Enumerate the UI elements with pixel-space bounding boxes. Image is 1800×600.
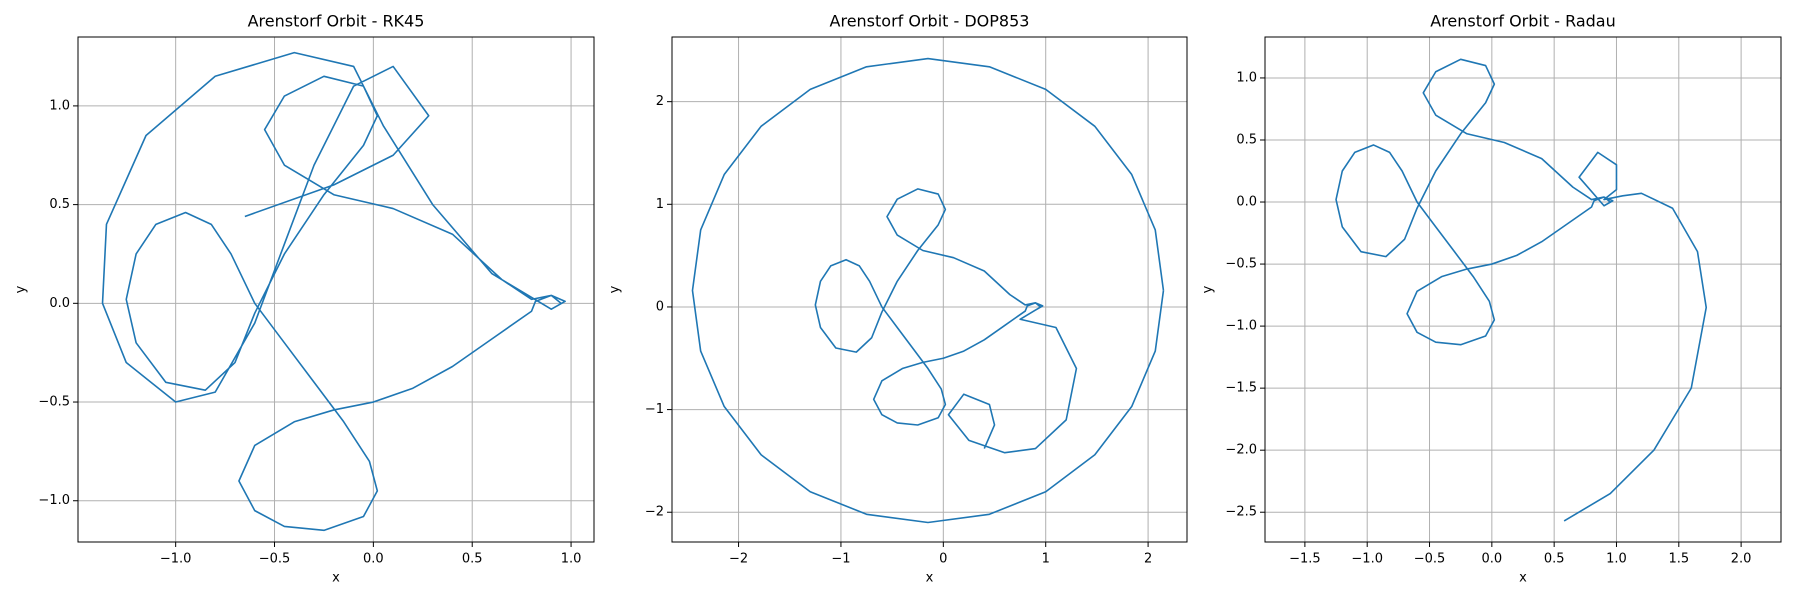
x-tick-label: 0.5	[1544, 552, 1565, 567]
y-tick-label: 0.5	[1236, 132, 1257, 147]
chart-title: Arenstorf Orbit - DOP853	[830, 12, 1030, 31]
x-axis-label: x	[332, 571, 340, 586]
y-tick-label: 1	[656, 197, 664, 212]
chart-title: Arenstorf Orbit - Radau	[1430, 12, 1616, 31]
subplot: −1.5 −1.0 −0.5 0.0 0.5 1.0 1.5 2.0 −2.5 −2.0 −1.5 −…	[1201, 12, 1782, 586]
subplot: −1.0 −0.5 0.0 0.5 1.0 −1.0 −0.5 0.0 0.5 1.0 Arenst…	[14, 12, 595, 586]
x-tick-label: −2	[729, 552, 748, 567]
orbit-line	[1335, 58, 1708, 522]
y-tick-label: −1.0	[1225, 319, 1257, 334]
x-tick-label: −0.5	[259, 552, 291, 567]
y-tick-label: 1.0	[1236, 70, 1257, 85]
y-tick-label: −1.0	[38, 493, 70, 508]
y-tick-label: −0.5	[1225, 257, 1257, 272]
chart-title: Arenstorf Orbit - RK45	[248, 12, 425, 31]
x-tick-label: 1.0	[1606, 552, 1627, 567]
y-axis-label: y	[1201, 285, 1216, 293]
x-tick-label: 1.0	[561, 552, 582, 567]
y-tick-label: −2	[645, 505, 664, 520]
x-tick-label: 0.0	[363, 552, 384, 567]
subplot: −2 −1 0 1 2 −2 −1 0 1 2 Arenstorf Orbit - DOP853 x y	[608, 12, 1188, 586]
x-tick-label: 0.5	[462, 552, 483, 567]
x-tick-label: 2	[1144, 552, 1152, 567]
y-tick-label: 0.5	[49, 197, 70, 212]
x-tick-label: 1.5	[1668, 552, 1689, 567]
x-tick-label: 2.0	[1731, 552, 1752, 567]
y-tick-label: 0.0	[49, 296, 70, 311]
y-tick-label: −2.0	[1225, 443, 1257, 458]
x-axis-label: x	[1519, 571, 1527, 586]
x-tick-label: 0	[939, 552, 947, 567]
x-tick-label: −1.0	[1351, 552, 1383, 567]
x-tick-label: −1.0	[160, 552, 192, 567]
y-tick-label: 0	[656, 299, 664, 314]
orbit-line	[101, 51, 566, 532]
x-tick-label: −1.5	[1289, 552, 1321, 567]
plot-frame	[671, 36, 1188, 543]
orbit-line	[691, 57, 1165, 524]
x-tick-label: −1	[831, 552, 850, 567]
x-axis-label: x	[926, 571, 934, 586]
y-tick-label: −0.5	[38, 395, 70, 410]
y-axis-label: y	[608, 285, 623, 293]
x-tick-label: −0.5	[1414, 552, 1446, 567]
x-tick-label: 0.0	[1481, 552, 1502, 567]
plot-frame	[77, 36, 595, 543]
y-tick-label: 2	[656, 94, 664, 109]
plot-frame	[1264, 36, 1782, 543]
y-tick-label: 1.0	[49, 98, 70, 113]
y-tick-label: −1.5	[1225, 381, 1257, 396]
x-tick-label: 1	[1042, 552, 1050, 567]
y-tick-label: 0.0	[1236, 195, 1257, 210]
y-tick-label: −1	[645, 402, 664, 417]
y-tick-label: −2.5	[1225, 505, 1257, 520]
y-axis-label: y	[14, 285, 29, 293]
